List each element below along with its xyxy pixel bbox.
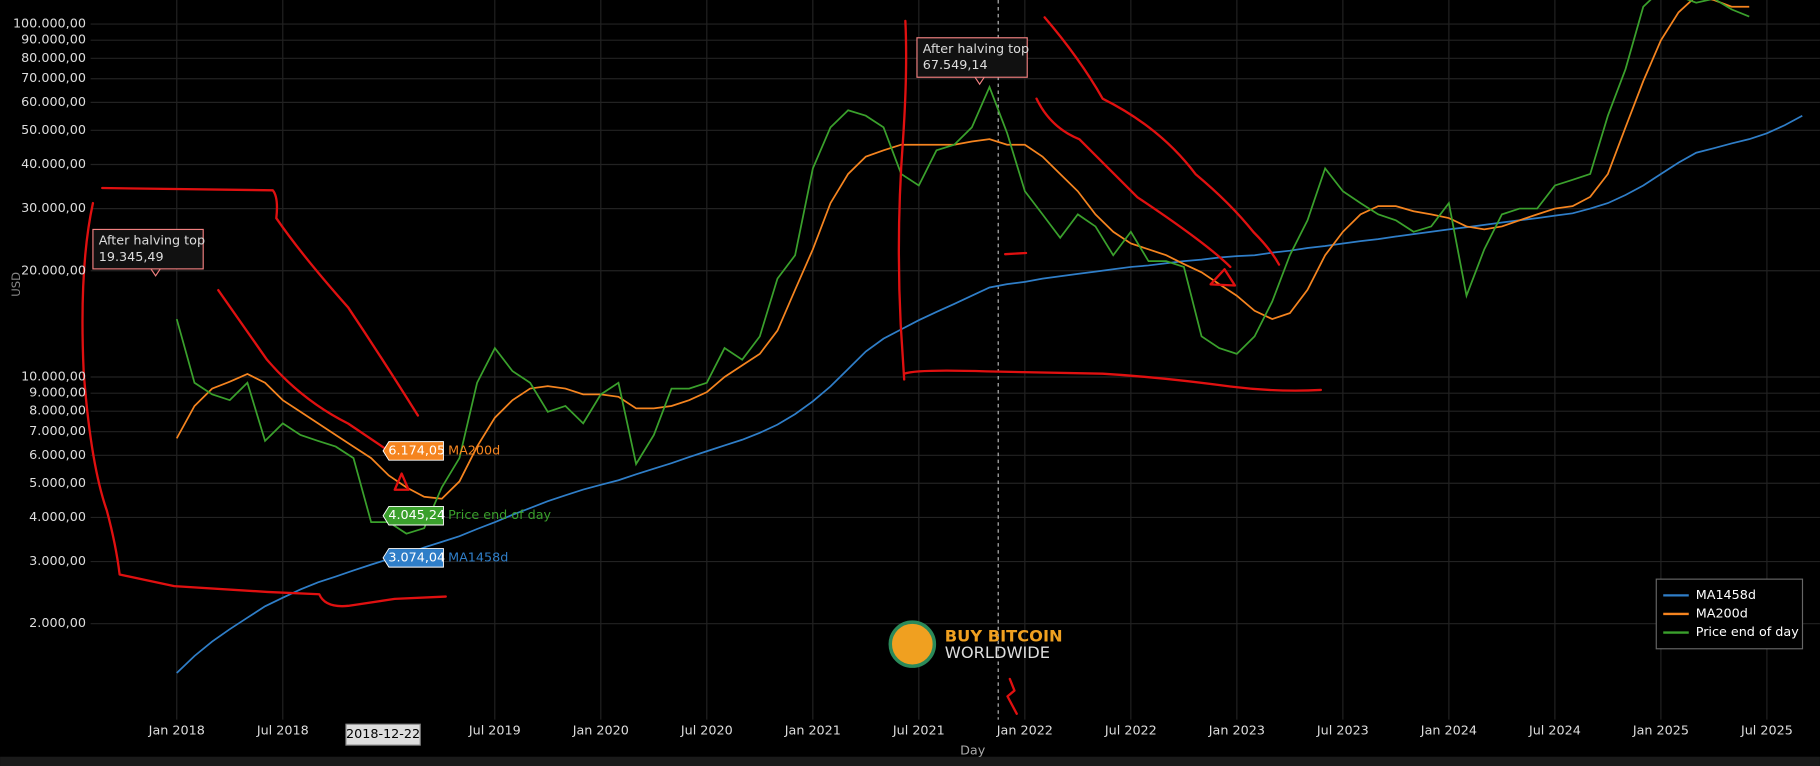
y-tick-label: 5.000,00 [29,476,86,491]
y-tick-label: 70.000,00 [21,71,86,86]
y-tick-label: 100.000,00 [13,17,86,32]
y-tick-label: 20.000,00 [21,263,86,278]
crosshair-value: 3.074,04 [388,550,445,565]
y-tick-label: 9.000,00 [29,386,86,401]
y-tick-label: 8.000,00 [29,404,86,419]
crosshair-marker [382,505,444,526]
crosshair-marker [382,441,444,461]
drawing [393,472,410,491]
x-tick-label: Jan 2025 [1632,724,1689,739]
watermark: BUY BITCOIN WORLDWIDE [888,620,1063,668]
annotation-title: After halving top [923,42,1029,57]
y-tick-label: 2.000,00 [29,616,86,631]
x-tick-label: Jul 2023 [1316,724,1369,739]
x-tick-label: Jan 2024 [1420,724,1477,739]
x-tick-label: Jul 2018 [256,724,309,739]
x-axis-label: Day [960,743,986,758]
taskbar [0,756,1820,766]
x-tick-label: Jan 2023 [1208,724,1265,739]
watermark-text: WORLDWIDE [945,643,1050,662]
crosshair-marker [382,548,444,568]
crosshair-value: 4.045,24 [388,508,445,523]
y-tick-label: 7.000,00 [29,424,86,439]
drawing [101,186,420,417]
legend-label: MA1458d [1696,588,1756,603]
y-tick-label: 40.000,00 [21,157,86,172]
hand-drawings [81,16,1323,715]
crosshair-series: Price end of day [448,508,551,523]
annotation-pointer [974,76,985,86]
x-tick-label: Jul 2020 [680,724,733,739]
series-line [175,0,1750,535]
drawing [1035,97,1232,269]
y-tick-label: 60.000,00 [21,95,86,110]
drawing [1043,16,1281,266]
annotation-title: After halving top [99,234,205,249]
drawing [1209,268,1237,287]
crosshair-date: 2018-12-22 [346,727,420,742]
crosshair-date-box [345,723,421,746]
watermark-logo [888,620,937,668]
y-tick-label: 4.000,00 [29,510,86,525]
annotation-box [916,37,1028,78]
y-tick-label: 3.000,00 [29,554,86,569]
drawing [81,201,447,608]
x-tick-label: Jan 2021 [784,724,841,739]
crosshair-value: 6.174,05 [388,443,445,458]
grid [90,0,1820,720]
annotation-pointer [150,268,161,277]
watermark-text: BUY BITCOIN [945,627,1063,646]
legend-label: MA200d [1696,606,1748,621]
legend-label: Price end of day [1696,625,1799,640]
series-lines [175,0,1803,674]
y-tick-label: 6.000,00 [29,448,86,463]
y-axis-label: USD [9,272,23,297]
crosshair-series: MA200d [448,443,500,458]
annotation-value: 19.345,49 [99,250,164,265]
series-line [176,114,1803,674]
y-tick-label: 80.000,00 [21,51,86,66]
annotation-box [92,228,204,270]
y-tick-label: 30.000,00 [21,201,86,216]
drawing [217,288,396,457]
y-tick-label: 90.000,00 [21,33,86,48]
x-tick-label: Jan 2018 [148,724,205,739]
y-tick-label: 10.000,00 [21,370,86,385]
crosshair-series: MA1458d [448,550,508,565]
drawing [897,19,1323,392]
y-tick-label: 50.000,00 [21,123,86,138]
x-tick-label: Jul 2025 [1740,724,1793,739]
x-tick-label: Jul 2019 [468,724,521,739]
x-tick-label: Jul 2022 [1104,724,1157,739]
drawing [1004,251,1028,715]
annotation-value: 67.549,14 [923,58,988,73]
x-tick-label: Jul 2021 [892,724,945,739]
series-line [175,0,1750,500]
x-tick-label: Jan 2020 [572,724,629,739]
x-tick-label: Jan 2022 [996,724,1053,739]
x-tick-label: Jul 2024 [1528,724,1581,739]
